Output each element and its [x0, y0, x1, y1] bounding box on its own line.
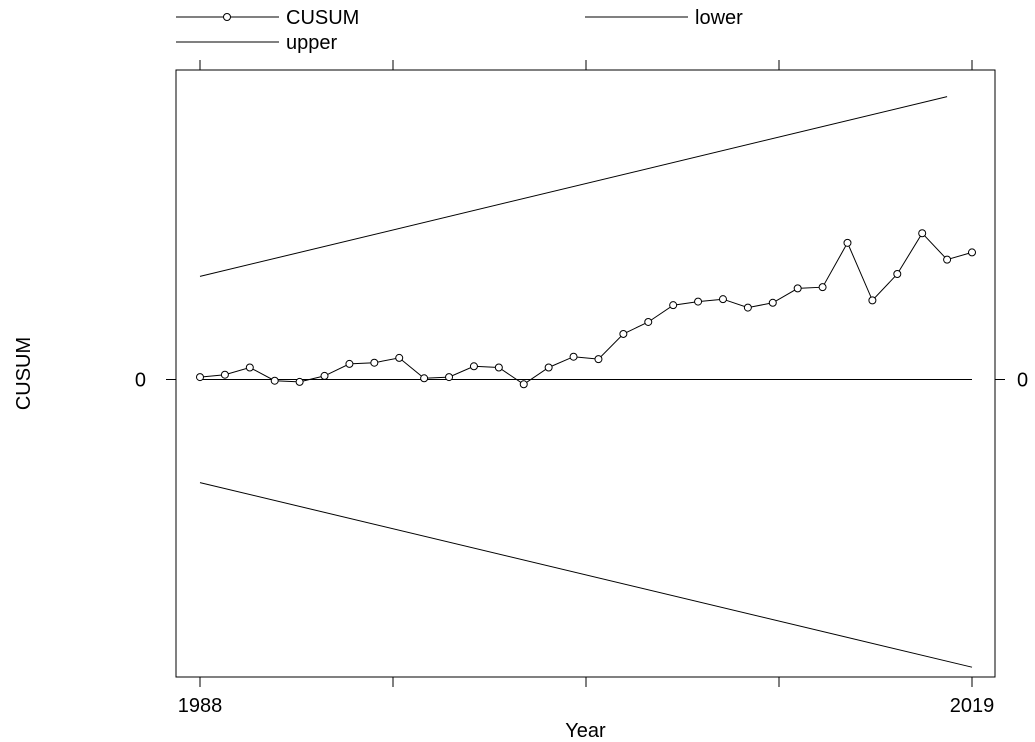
x-axis-title: Year	[565, 720, 606, 742]
data-point-cusum	[818, 283, 827, 292]
data-point-cusum	[395, 353, 404, 362]
data-point-cusum	[445, 373, 454, 382]
legend-item-cusum: CUSUM	[176, 7, 359, 29]
data-point-cusum	[196, 373, 204, 382]
x-tick-label: 2019	[950, 695, 995, 717]
data-point-cusum	[370, 358, 379, 367]
legend-item-lower: lower	[585, 7, 743, 29]
data-point-cusum	[893, 270, 902, 278]
data-point-cusum	[768, 298, 777, 307]
data-point-cusum	[295, 377, 304, 386]
series-line-cusum	[199, 232, 973, 385]
data-point-cusum	[569, 352, 578, 361]
plot-frame	[175, 69, 996, 678]
legend-label-cusum: CUSUM	[286, 7, 359, 29]
y-tick-label-left: 0	[135, 369, 146, 391]
data-point-cusum	[519, 380, 528, 389]
data-point-cusum	[718, 295, 727, 304]
data-point-cusum	[320, 371, 329, 380]
data-point-cusum	[968, 248, 976, 257]
series-layer	[196, 96, 976, 668]
legend: CUSUM lower upper	[176, 7, 743, 54]
legend-marker-cusum	[223, 13, 231, 21]
data-point-cusum	[694, 297, 703, 306]
data-point-cusum	[918, 229, 927, 238]
axis-ticks: 1988 2019 0 0	[135, 60, 1028, 717]
data-point-cusum	[793, 284, 802, 293]
legend-label-lower: lower	[695, 7, 743, 29]
data-point-cusum	[270, 376, 279, 385]
data-point-cusum	[469, 362, 478, 371]
data-point-cusum	[743, 303, 752, 312]
data-point-cusum	[669, 301, 678, 310]
y-tick-label-right: 0	[1017, 369, 1028, 391]
data-point-cusum	[843, 238, 852, 247]
data-point-cusum	[868, 296, 877, 305]
data-point-cusum	[345, 359, 354, 368]
data-point-cusum	[220, 370, 229, 379]
data-point-cusum	[494, 363, 503, 372]
series-line-upper	[199, 96, 948, 277]
data-point-cusum	[420, 374, 429, 383]
data-point-cusum	[619, 329, 628, 338]
data-point-cusum	[594, 355, 603, 364]
data-point-cusum	[644, 317, 653, 326]
y-axis-title: CUSUM	[13, 337, 35, 410]
legend-label-upper: upper	[286, 32, 337, 54]
data-point-cusum	[245, 363, 254, 372]
legend-item-upper: upper	[176, 32, 337, 54]
data-point-cusum	[943, 255, 952, 264]
x-tick-label: 1988	[178, 695, 223, 717]
series-line-lower	[199, 482, 973, 668]
data-point-cusum	[544, 363, 553, 372]
